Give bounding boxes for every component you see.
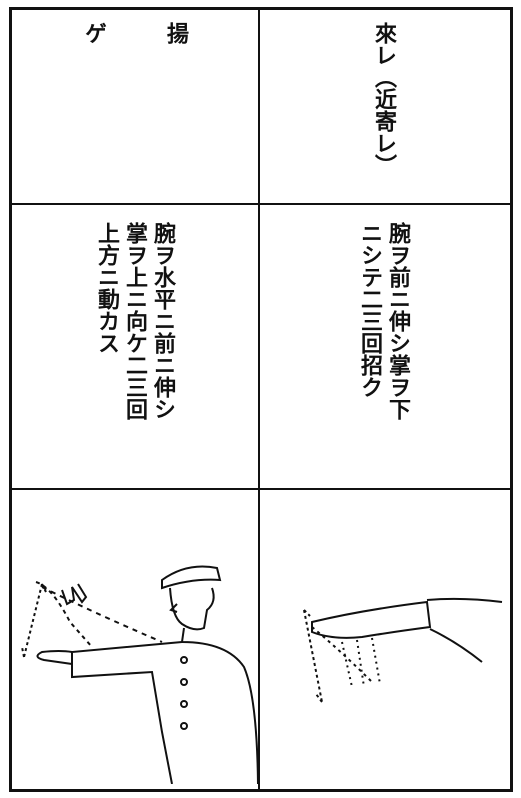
header-text: 揚 [163, 22, 189, 44]
table-border [9, 7, 513, 792]
row-divider [9, 203, 512, 205]
instruction-cell: 腕ヲ前ニ伸シ掌ヲ下 ニシテ二三回招ク [260, 222, 508, 482]
header-cell: 揚 ゲ [12, 22, 258, 202]
header-text: 來レ（近寄レ） [371, 22, 397, 176]
header-cell: 來レ（近寄レ） [260, 22, 508, 202]
instruction-line: 掌ヲ上ニ向ケ二三回 [122, 222, 148, 420]
column-divider [258, 7, 260, 789]
illustrations [21, 565, 503, 784]
instruction-line: 腕ヲ水平ニ前ニ伸シ [150, 222, 176, 420]
instruction-line: ニシテ二三回招ク [357, 222, 383, 398]
officer-illustration [21, 565, 259, 784]
row-divider [9, 488, 512, 490]
instruction-line: 上方ニ動カス [94, 222, 120, 354]
header-column: 揚 ゲ [81, 22, 189, 202]
beckon-illustration [303, 597, 503, 703]
instruction-cell: 腕ヲ水平ニ前ニ伸シ 掌ヲ上ニ向ケ二三回 上方ニ動カス [12, 222, 258, 482]
instruction-line: 腕ヲ前ニ伸シ掌ヲ下 [385, 222, 411, 420]
header-text: ゲ [81, 22, 107, 44]
